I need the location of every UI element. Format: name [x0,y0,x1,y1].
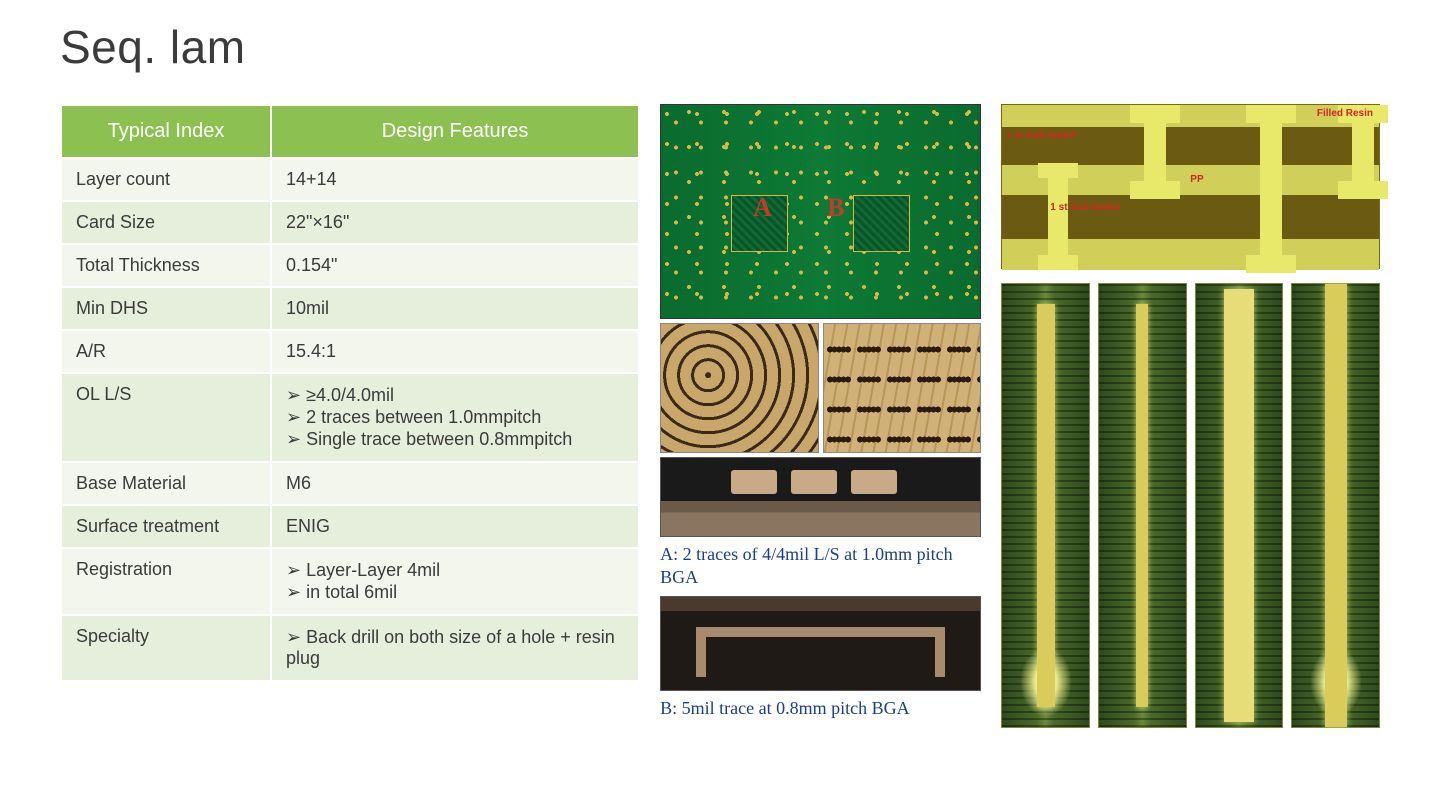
via-strip-2 [1098,283,1187,728]
stackup-label-bottom-left: 1 st Sub board [1050,203,1119,214]
cross-section-a [660,457,981,537]
cross-section-b [660,596,981,691]
row-value: ≥4.0/4.0mil2 traces between 1.0mmpitchSi… [271,373,639,462]
via-strip-3 [1195,283,1284,728]
pcb-marker-b: B [827,193,844,223]
via-strip-row [1001,283,1380,728]
table-row: Total Thickness0.154" [61,244,639,287]
stackup-label-top-right: Filled Resin [1317,109,1373,120]
row-label: Total Thickness [61,244,271,287]
table-row: Layer count14+14 [61,158,639,201]
stackup-label-middle: PP [1190,175,1203,186]
row-value: 14+14 [271,158,639,201]
row-label: A/R [61,330,271,373]
row-value: M6 [271,462,639,505]
caption-a: A: 2 traces of 4/4mil L/S at 1.0mm pitch… [660,543,981,590]
row-label: Surface treatment [61,505,271,548]
stackup-label-top-left: 1 st Sub board [1006,131,1075,142]
via-strip-4 [1291,283,1380,728]
table-row: Base MaterialM6 [61,462,639,505]
col-header-features: Design Features [271,105,639,158]
trace-photo-wavy [660,323,819,453]
row-value: 15.4:1 [271,330,639,373]
content-row: Typical Index Design Features Layer coun… [60,104,1380,728]
bullet-item: Layer-Layer 4mil [286,560,624,581]
bullet-list: Layer-Layer 4milin total 6mil [286,560,624,603]
row-label: Registration [61,548,271,615]
row-label: Min DHS [61,287,271,330]
row-label: Card Size [61,201,271,244]
table-row: Specialty Back drill on both size of a ho… [61,615,639,681]
trace-photo-straight [823,323,982,453]
pcb-board-photo: A B [660,104,981,319]
spec-table: Typical Index Design Features Layer coun… [60,104,640,682]
table-header-row: Typical Index Design Features [61,105,639,158]
table-row: A/R15.4:1 [61,330,639,373]
trace-photos-row [660,323,981,453]
via-strip-1 [1001,283,1090,728]
caption-b: B: 5mil trace at 0.8mm pitch BGA [660,697,981,720]
slide-title: Seq. lam [60,20,1380,74]
row-value: 10mil [271,287,639,330]
row-label: Base Material [61,462,271,505]
bullet-item: 2 traces between 1.0mmpitch [286,407,624,428]
table-row: Registration Layer-Layer 4milin total 6mi… [61,548,639,615]
slide: Seq. lam Typical Index Design Features L… [0,0,1440,728]
row-value: ENIG [271,505,639,548]
row-value: 22"×16" [271,201,639,244]
row-value: 0.154" [271,244,639,287]
row-value: Back drill on both size of a hole + resi… [271,615,639,681]
bullet-item: ≥4.0/4.0mil [286,385,624,406]
image-column-a: A B A: 2 traces of 4/4mil L/S at 1.0mm p… [660,104,981,722]
row-label: OL L/S [61,373,271,462]
table-row: Surface treatmentENIG [61,505,639,548]
image-column-b: 1 st Sub board 1 st Sub board Filled Res… [1001,104,1380,728]
bullet-item: Single trace between 0.8mmpitch [286,429,624,450]
bullet-item: Back drill on both size of a hole + resi… [286,627,624,669]
bullet-list: Back drill on both size of a hole + resi… [286,627,624,669]
row-label: Specialty [61,615,271,681]
bullet-item: in total 6mil [286,582,624,603]
table-row: OL L/S≥4.0/4.0mil2 traces between 1.0mmp… [61,373,639,462]
table-row: Card Size22"×16" [61,201,639,244]
table-row: Min DHS10mil [61,287,639,330]
col-header-index: Typical Index [61,105,271,158]
row-label: Layer count [61,158,271,201]
stackup-diagram: 1 st Sub board 1 st Sub board Filled Res… [1001,104,1380,269]
row-value: Layer-Layer 4milin total 6mil [271,548,639,615]
bullet-list: ≥4.0/4.0mil2 traces between 1.0mmpitchSi… [286,385,624,450]
pcb-marker-a: A [753,193,772,223]
